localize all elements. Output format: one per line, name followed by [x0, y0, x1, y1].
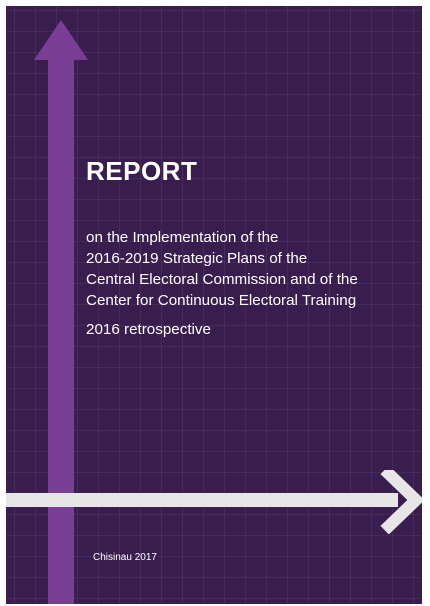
right-arrow-icon [6, 470, 422, 534]
subtitle-line: 2016-2019 Strategic Plans of the [86, 250, 308, 267]
subtitle-line: on the Implementation of the [86, 229, 279, 246]
report-title: REPORT [86, 156, 198, 186]
subtitle-line: Central Electoral Commission and of the [86, 271, 358, 288]
place-date: Chisinau 2017 [93, 552, 157, 563]
report-subtitle: on the Implementation of the 2016-2019 S… [86, 227, 416, 311]
subtitle-line: Center for Continuous Electoral Training [86, 292, 357, 309]
up-arrow-icon [34, 20, 88, 604]
retrospective-label: 2016 retrospective [86, 321, 211, 338]
report-cover: REPORT on the Implementation of the 2016… [6, 6, 422, 604]
